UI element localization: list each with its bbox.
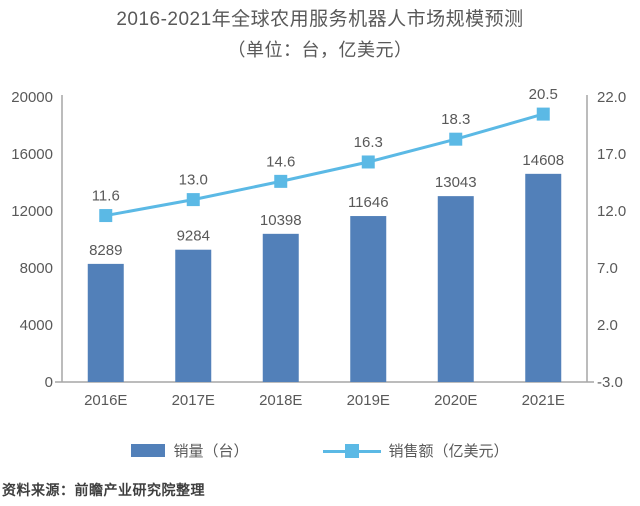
bar-2018E [262,233,299,382]
line-marker-2016E [99,209,113,223]
sales-amount-line [105,112,544,218]
bar-2016E [87,263,124,382]
bar-value-label: 13043 [435,174,477,191]
right-axis-tick-label: 2.0 [597,317,618,334]
chart-legend: 销量（台） 销售额（亿美元） [0,440,640,461]
bar-value-label: 9284 [177,228,210,245]
line-value-label: 13.0 [179,172,208,189]
left-axis-tick-label: 0 [45,374,53,391]
left-axis-tick-label: 4000 [20,317,53,334]
bar-2020E [437,196,474,382]
bar-value-label: 14608 [522,152,564,169]
right-axis-tick-label: 17.0 [597,146,626,163]
bar-value-label: 11646 [348,194,389,211]
line-marker-2020E [449,132,463,146]
legend-item-sales-volume: 销量（台） [131,440,249,461]
line-marker-2021E [536,107,550,121]
line-marker-2019E [361,155,375,169]
line-marker-2018E [274,174,288,188]
bar-2021E [525,173,562,382]
line-value-label: 20.5 [529,86,558,103]
line-marker-2017E [186,193,200,207]
line-value-label: 18.3 [441,111,470,128]
left-axis-tick-label: 16000 [11,146,53,163]
x-axis-category-label: 2019E [347,392,390,409]
bar-value-label: 8289 [89,242,122,259]
data-source-note: 资料来源：前瞻产业研究院整理 [2,482,205,498]
legend-label: 销量（台） [173,443,249,460]
line-value-label: 14.6 [266,153,295,170]
line-value-label: 11.6 [92,188,120,205]
right-axis-tick-label: 7.0 [597,260,618,277]
chart-subtitle: （单位：台，亿美元） [227,40,413,60]
left-axis-tick-label: 8000 [20,260,53,277]
right-axis-tick-label: -3.0 [597,374,623,391]
bar-value-label: 10398 [260,212,302,229]
bar-2019E [350,216,387,382]
bar-series-swatch [131,444,166,457]
x-axis-category-label: 2021E [522,392,565,409]
x-axis-category-label: 2017E [172,392,215,409]
left-axis-tick-label: 20000 [11,89,53,106]
x-axis-category-label: 2020E [434,392,477,409]
right-axis-tick-label: 22.0 [597,89,626,106]
line-series-swatch [322,443,381,458]
x-axis-category-label: 2018E [259,392,302,409]
bar-2017E [175,249,212,382]
legend-item-sales-amount: 销售额（亿美元） [322,440,509,461]
legend-label: 销售额（亿美元） [388,443,509,460]
line-value-label: 16.3 [354,134,383,151]
left-axis-tick-label: 12000 [11,203,53,220]
chart-title: 2016-2021年全球农用服务机器人市场规模预测 [116,9,524,30]
right-axis-tick-label: 12.0 [597,203,626,220]
chart-title-block: 2016-2021年全球农用服务机器人市场规模预测 （单位：台，亿美元） [0,4,640,62]
line-swatch-marker-icon [344,443,359,458]
x-axis-category-label: 2016E [84,392,127,409]
